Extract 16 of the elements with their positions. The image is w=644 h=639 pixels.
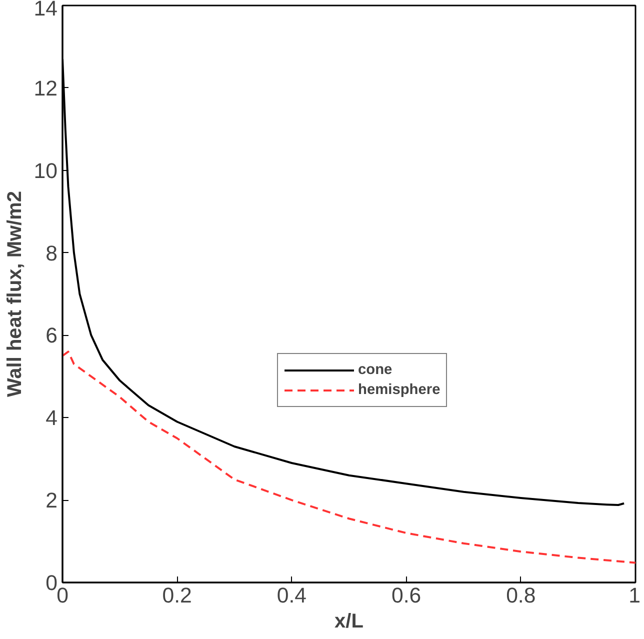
y-tick-label: 2 (46, 488, 58, 513)
y-tick-label: 10 (34, 158, 58, 183)
y-tick-label: 4 (46, 406, 58, 430)
x-tick-label: 0.6 (391, 584, 422, 608)
y-tick-label: 8 (46, 241, 58, 266)
x-tick-label: 0.8 (506, 584, 536, 608)
x-tick-label: 0.2 (162, 584, 192, 608)
legend-label: cone (358, 362, 392, 378)
y-tick-label: 6 (46, 324, 58, 348)
y-tick-label: 14 (34, 0, 58, 20)
y-tick-label: 12 (34, 76, 58, 100)
legend-label: hemisphere (358, 382, 440, 398)
x-tick-label: 1 (628, 584, 641, 608)
x-axis-title: x/L (334, 610, 364, 632)
x-tick-label: 0.4 (276, 584, 307, 608)
y-axis-title: Wall heat flux, Mw/m2 (4, 191, 26, 397)
